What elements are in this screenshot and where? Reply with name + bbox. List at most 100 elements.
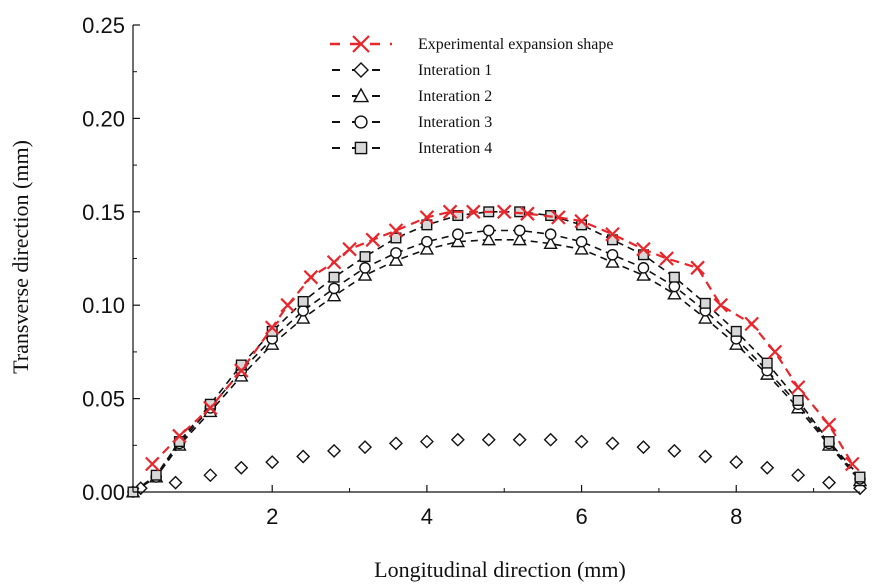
- series-2-point: [667, 443, 682, 458]
- series-2: [133, 432, 867, 496]
- series-3-point: [512, 232, 527, 246]
- y-tick-label: 0.00: [82, 480, 125, 505]
- series-2-point: [168, 475, 183, 490]
- x-tick-label: 4: [421, 504, 433, 529]
- series-5-point: [699, 297, 711, 309]
- series-5-point: [150, 469, 162, 481]
- series-5-point: [390, 232, 402, 244]
- series-1-point: [466, 204, 481, 220]
- series-1-point: [233, 363, 249, 378]
- series-1-point: [442, 204, 458, 220]
- series-4-point: [668, 280, 681, 293]
- series-2-point: [327, 443, 342, 458]
- series-3-point: [543, 236, 558, 250]
- series-5-point: [297, 295, 309, 307]
- series-1-point: [496, 204, 512, 220]
- series-4-point: [390, 247, 402, 259]
- series-3-point: [698, 310, 713, 324]
- series-4-point: [544, 228, 557, 241]
- series-2-point: [574, 434, 589, 449]
- series-1-point: [520, 206, 535, 221]
- x-tick-label: 8: [730, 504, 742, 529]
- series-4-point: [328, 282, 340, 295]
- series-5-point: [668, 271, 680, 283]
- series-1-point: [419, 210, 435, 225]
- series-1-point: [574, 213, 589, 229]
- series-3-point: [419, 241, 435, 255]
- series-1-point: [713, 297, 729, 313]
- series-5-point: [823, 436, 835, 448]
- series-1-point: [821, 417, 837, 433]
- series-1-point: [326, 254, 342, 270]
- series-2-point: [791, 468, 806, 483]
- series-2-point: [388, 436, 403, 451]
- series-3-point: [667, 286, 682, 300]
- series-2-point: [512, 432, 527, 447]
- series-5-point: [792, 394, 804, 406]
- series-2-point: [265, 455, 280, 470]
- series-4-point: [359, 262, 371, 274]
- series-2-point: [636, 440, 651, 455]
- series-5-point: [359, 251, 371, 263]
- series-1-point: [303, 269, 319, 285]
- legend-label: Interation 2: [418, 88, 492, 105]
- series-1-point: [264, 320, 280, 335]
- series-1-point: [365, 232, 381, 248]
- series-1-point: [844, 456, 860, 472]
- series-1-point: [388, 223, 404, 238]
- series-4-point: [482, 224, 495, 237]
- series-5: [127, 206, 866, 498]
- series-4-point: [513, 224, 526, 237]
- series-2-point: [760, 460, 775, 475]
- legend-label: Experimental expansion shape: [418, 36, 614, 53]
- series-1: [145, 204, 860, 472]
- series-2-point: [698, 449, 713, 464]
- series-1-point: [342, 241, 357, 257]
- series-3-point: [636, 267, 651, 281]
- y-tick-label: 0.15: [82, 200, 125, 225]
- series-1-point: [767, 344, 783, 360]
- legend-item: Interation 4: [330, 140, 492, 157]
- series-2-point: [605, 436, 620, 451]
- series-3-point: [605, 254, 620, 268]
- y-axis-title: Transverse direction (mm): [8, 140, 33, 374]
- legend-marker: [352, 35, 370, 53]
- series-2-point: [234, 460, 249, 475]
- legend-marker: [353, 62, 369, 78]
- series-4-point: [297, 305, 309, 317]
- series-5-point: [854, 471, 866, 483]
- series-2-point: [419, 434, 434, 449]
- x-tick-label: 2: [266, 504, 278, 529]
- y-tick-label: 0.10: [82, 293, 125, 318]
- series-3-point: [574, 241, 589, 255]
- series-2-point: [296, 449, 311, 464]
- series-4-point: [606, 248, 619, 261]
- series-5-point: [730, 325, 742, 337]
- legend-item: Interation 3: [330, 114, 492, 131]
- series-3-point: [481, 232, 496, 246]
- legend: Experimental expansion shape Interation 1…: [330, 35, 614, 157]
- series-1-point: [659, 251, 674, 266]
- series-2-point: [543, 432, 558, 447]
- legend-item: Experimental expansion shape: [330, 35, 614, 53]
- legend-label: Interation 4: [418, 140, 492, 157]
- x-axis-title: Longitudinal direction (mm): [374, 557, 626, 582]
- legend-label: Interation 1: [418, 62, 492, 79]
- series-3-point: [295, 310, 311, 324]
- series-1-point: [636, 241, 651, 257]
- series-4-point: [452, 228, 464, 241]
- series-2-point: [729, 455, 744, 470]
- series-5-point: [761, 357, 773, 369]
- series-1-point: [551, 210, 566, 225]
- y-tick-label: 0.25: [82, 13, 125, 38]
- series-2-point: [481, 432, 496, 447]
- legend-marker: [352, 87, 370, 103]
- series-1-point: [790, 380, 806, 395]
- x-tick-label: 6: [575, 504, 587, 529]
- series-4-point: [637, 262, 650, 274]
- series-layer: [125, 204, 868, 498]
- series-2-point: [203, 468, 218, 483]
- series-3-point: [388, 252, 404, 266]
- series-1-point: [145, 456, 160, 472]
